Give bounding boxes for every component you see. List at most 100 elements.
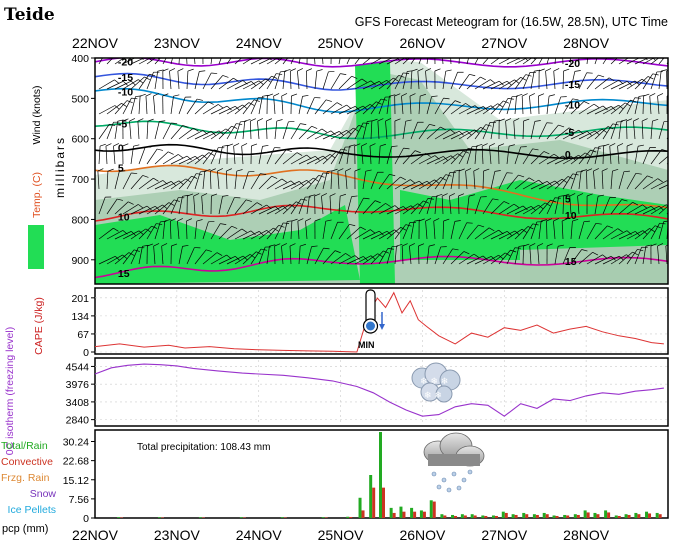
wind-barb bbox=[442, 220, 444, 240]
wind-barb bbox=[106, 80, 124, 90]
wind-barb bbox=[250, 173, 261, 190]
wind-barb bbox=[346, 58, 351, 65]
wind-barb-flag bbox=[210, 168, 216, 172]
wind-barb bbox=[234, 102, 250, 115]
wind-barb bbox=[210, 128, 227, 140]
wind-barb-flag bbox=[644, 58, 648, 61]
wind-barb bbox=[162, 58, 167, 65]
wind-barb bbox=[314, 99, 327, 115]
wind-barb bbox=[242, 171, 249, 190]
wind-barb-flag bbox=[345, 253, 351, 257]
wind-barb bbox=[282, 152, 298, 165]
wind-barb bbox=[138, 246, 143, 265]
wind-barb bbox=[522, 179, 539, 190]
wind-barb bbox=[442, 248, 453, 265]
wind-barb bbox=[634, 146, 639, 165]
wind-barb bbox=[242, 202, 258, 215]
wind-barb-flag bbox=[663, 220, 668, 222]
wind-barb-flag bbox=[217, 168, 223, 172]
wind-barb bbox=[594, 196, 599, 215]
wind-barb bbox=[474, 105, 492, 115]
wind-barb-flag bbox=[211, 72, 218, 74]
wind-barb bbox=[274, 71, 281, 90]
convective-bar bbox=[637, 514, 641, 518]
wind-barb bbox=[274, 149, 287, 165]
wind-barb bbox=[466, 58, 469, 65]
convective-bar bbox=[627, 514, 631, 518]
wind-barb-flag bbox=[271, 175, 278, 179]
wind-barb-flag bbox=[260, 173, 267, 175]
wind-barb bbox=[145, 96, 148, 115]
isotherm-label: -10 bbox=[565, 100, 580, 112]
wind-barb bbox=[458, 105, 476, 115]
freezing-level-line bbox=[94, 363, 664, 417]
wind-barb bbox=[354, 122, 364, 140]
wind-barb-flag bbox=[105, 143, 112, 147]
wind-barb bbox=[578, 221, 585, 240]
wind-barb bbox=[530, 121, 536, 140]
total-rain-bar bbox=[419, 510, 423, 518]
wind-barb-flag bbox=[425, 218, 432, 222]
wind-barb bbox=[98, 255, 116, 265]
freezing-level-panel: 4544 3976 3408 2840 0C isotherm (freezing l… bbox=[4, 327, 669, 455]
wind-barb bbox=[402, 203, 418, 215]
wind-barb-flag bbox=[281, 243, 288, 247]
wind-barb bbox=[618, 80, 636, 90]
wind-barb-flag bbox=[666, 204, 668, 207]
date-label-bottom: 22NOV bbox=[72, 527, 119, 543]
pcp-tick-label: 15.12 bbox=[63, 475, 89, 487]
wind-barb bbox=[658, 71, 662, 90]
date-label-top: 22NOV bbox=[72, 35, 119, 51]
convective-bar bbox=[648, 513, 652, 518]
wind-barb bbox=[626, 173, 637, 190]
convective-bar bbox=[658, 514, 662, 518]
wind-barb bbox=[305, 221, 308, 240]
wind-barb-flag bbox=[529, 243, 536, 247]
wind-barb-flag bbox=[465, 168, 472, 172]
wind-barb-flag bbox=[623, 170, 630, 173]
wind-barb bbox=[282, 201, 297, 215]
wind-barb bbox=[474, 227, 490, 240]
wind-barb bbox=[226, 255, 244, 265]
wind-barb bbox=[593, 171, 596, 190]
wind-barb-flag bbox=[283, 222, 290, 224]
wind-barb bbox=[418, 155, 436, 165]
wind-barb-flag bbox=[196, 173, 203, 175]
wind-barb-flag bbox=[454, 169, 461, 172]
total-rain-bar bbox=[532, 514, 536, 518]
wind-barb-flag bbox=[313, 177, 319, 182]
convective-bar bbox=[504, 512, 508, 518]
wind-barb-flag bbox=[394, 229, 400, 234]
wind-barb-flag bbox=[483, 168, 490, 172]
wind-barb-flag bbox=[506, 53, 511, 56]
wind-barb bbox=[258, 75, 272, 90]
wind-barb-flag bbox=[538, 54, 543, 57]
wind-barb bbox=[618, 231, 636, 240]
thermometer-min-icon: MIN bbox=[358, 289, 385, 350]
wind-barb-flag bbox=[659, 222, 666, 225]
wind-barb bbox=[634, 247, 642, 265]
wind-barb-flag bbox=[504, 252, 511, 257]
wind-barb bbox=[649, 96, 652, 115]
wind-barb bbox=[394, 246, 397, 265]
wind-barb-flag bbox=[624, 51, 629, 53]
wind-barb-flag bbox=[391, 145, 398, 147]
y-tick-label: 134 bbox=[71, 311, 89, 323]
wind-barb bbox=[106, 122, 114, 140]
wind-barb-flag bbox=[497, 103, 503, 108]
wind-barb bbox=[114, 100, 128, 115]
wind-barb-flag bbox=[289, 204, 296, 209]
wind-barb bbox=[186, 247, 195, 265]
wind-barb-flag bbox=[386, 80, 392, 85]
wind-barb bbox=[506, 174, 519, 190]
wind-barb-flag bbox=[362, 105, 368, 111]
wind-barb-flag bbox=[377, 253, 383, 258]
wind-barb bbox=[370, 80, 387, 90]
wind-barb bbox=[218, 125, 232, 140]
wind-barb bbox=[394, 72, 404, 90]
wind-barb bbox=[234, 230, 252, 240]
wind-barb bbox=[578, 130, 596, 140]
wind-barb bbox=[257, 121, 260, 140]
pcp-tick-label: 22.68 bbox=[63, 456, 89, 468]
wind-barb-flag bbox=[266, 230, 272, 235]
